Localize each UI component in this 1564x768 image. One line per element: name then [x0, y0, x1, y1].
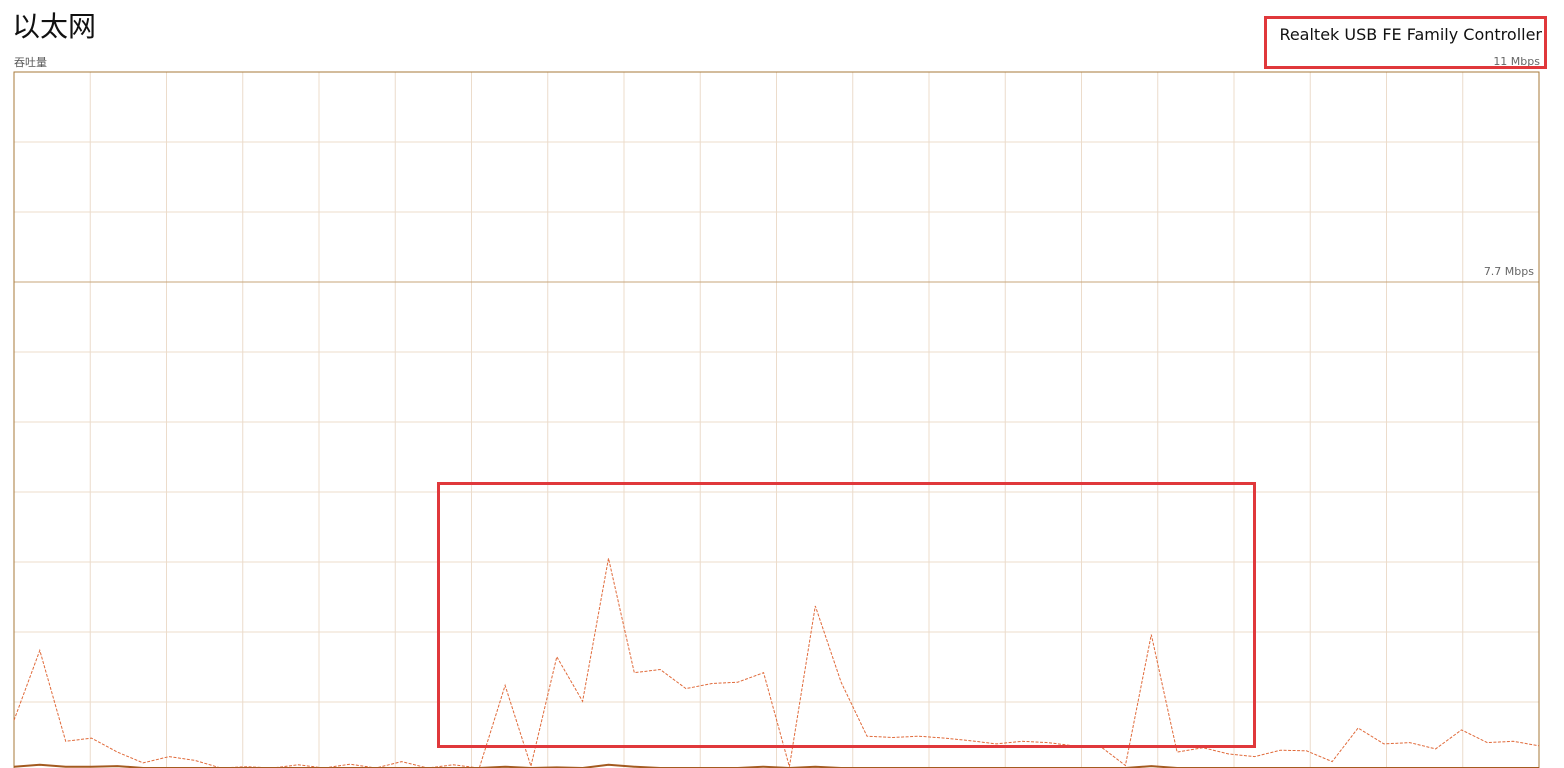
- send-series-line: [13, 763, 1539, 768]
- max-speed-label: 11 Mbps: [1493, 55, 1540, 68]
- device-highlight-box: [1264, 16, 1547, 69]
- graph-border: [13, 71, 1540, 768]
- page-title: 以太网: [12, 10, 97, 43]
- graph-subtitle: 吞吐量: [14, 56, 47, 69]
- traffic-highlight-box: [437, 482, 1256, 748]
- scale-label: 7.7 Mbps: [1483, 265, 1534, 278]
- device-name: Realtek USB FE Family Controller: [1279, 25, 1542, 44]
